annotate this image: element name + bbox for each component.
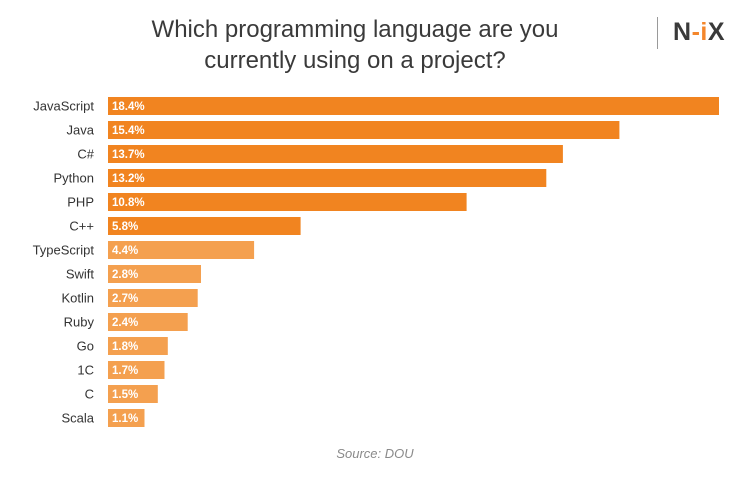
bar-1c	[108, 361, 165, 379]
bar-c	[108, 385, 158, 403]
logo-n: N	[673, 18, 692, 46]
logo-dash-i: -i	[691, 18, 708, 46]
category-label: 1C	[77, 363, 94, 378]
bar-c	[108, 145, 563, 163]
category-label: JavaScript	[33, 99, 94, 114]
data-label: 13.7%	[112, 149, 145, 161]
data-label: 10.8%	[112, 197, 145, 209]
category-label: C++	[69, 219, 94, 234]
chart-title: Which programming language are you curre…	[60, 14, 650, 76]
category-label: C	[85, 387, 94, 402]
data-label: 4.4%	[112, 245, 138, 257]
category-label: Java	[67, 123, 95, 138]
source-caption: Source: DOU	[336, 446, 414, 461]
data-label: 1.8%	[112, 341, 138, 353]
bar-swift	[108, 265, 201, 283]
bar-scala	[108, 409, 145, 427]
data-label: 2.4%	[112, 317, 138, 329]
category-label: Ruby	[64, 315, 95, 330]
bar-java	[108, 121, 620, 139]
category-label: Kotlin	[61, 291, 94, 306]
bar-php	[108, 193, 467, 211]
category-label: Go	[77, 339, 94, 354]
bar-python	[108, 169, 547, 187]
bar-javascript	[108, 97, 719, 115]
category-label: Scala	[61, 411, 94, 426]
data-label: 1.1%	[112, 413, 138, 425]
data-label: 1.5%	[112, 389, 138, 401]
category-label: PHP	[67, 195, 94, 210]
logo-x: X	[707, 18, 726, 46]
data-label: 18.4%	[112, 101, 145, 113]
data-label: 2.7%	[112, 293, 138, 305]
category-label: Swift	[66, 267, 95, 282]
category-label: TypeScript	[33, 243, 95, 258]
category-label: C#	[77, 147, 94, 162]
bar-go	[108, 337, 168, 355]
title-line-1: Which programming language are you	[151, 16, 559, 43]
bar-ruby	[108, 313, 188, 331]
data-label: 1.7%	[112, 365, 138, 377]
data-label: 5.8%	[112, 221, 138, 233]
title-line-2: currently using on a project?	[204, 47, 506, 74]
brand-logo: N-iX	[673, 17, 725, 47]
bar-kotlin	[108, 289, 198, 307]
data-label: 15.4%	[112, 125, 145, 137]
bar-typescript	[108, 241, 255, 259]
bar-c	[108, 217, 301, 235]
logo-divider	[657, 17, 658, 49]
data-label: 13.2%	[112, 173, 145, 185]
data-label: 2.8%	[112, 269, 138, 281]
category-label: Python	[54, 171, 94, 186]
